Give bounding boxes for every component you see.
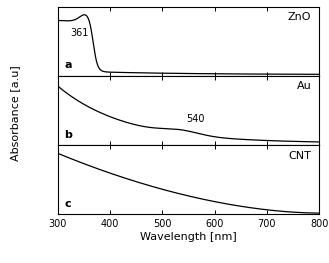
Text: b: b xyxy=(64,130,72,140)
Text: 540: 540 xyxy=(186,114,204,124)
Text: Au: Au xyxy=(296,81,311,91)
Text: 361: 361 xyxy=(70,28,88,38)
Text: c: c xyxy=(64,199,71,209)
Text: Absorbance [a.u]: Absorbance [a.u] xyxy=(10,65,20,161)
Text: CNT: CNT xyxy=(289,151,311,161)
X-axis label: Wavelength [nm]: Wavelength [nm] xyxy=(140,232,237,242)
Text: a: a xyxy=(64,60,72,70)
Text: ZnO: ZnO xyxy=(288,12,311,22)
